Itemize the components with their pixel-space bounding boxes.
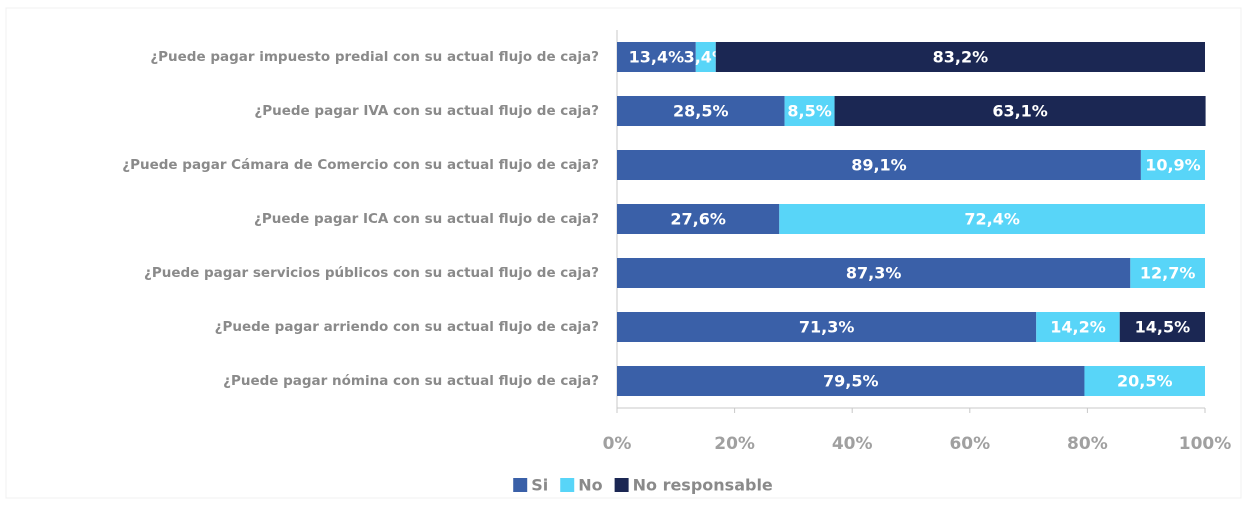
value-label: 20,5% xyxy=(1117,372,1173,391)
legend-label: No xyxy=(578,476,602,495)
bar-segment xyxy=(617,42,696,72)
bar-segment xyxy=(779,204,1205,234)
category-label: ¿Puede pagar arriendo con su actual fluj… xyxy=(215,319,599,335)
bar-segment xyxy=(1036,312,1120,342)
value-label: 71,3% xyxy=(799,318,855,337)
bar-segment xyxy=(617,258,1131,288)
x-tick-label: 40% xyxy=(832,434,873,454)
category-label: ¿Puede pagar impuesto predial con su act… xyxy=(150,49,599,65)
bar-segment xyxy=(617,150,1141,180)
x-tick-label: 60% xyxy=(949,434,990,454)
value-label: 14,2% xyxy=(1050,318,1106,337)
value-label: 10,9% xyxy=(1145,156,1201,175)
category-label: ¿Puede pagar IVA con su actual flujo de … xyxy=(254,103,599,119)
bar-segment xyxy=(1140,150,1205,180)
legend-label: Si xyxy=(531,476,548,495)
value-label: 13,4% xyxy=(629,48,685,67)
value-label: 14,5% xyxy=(1135,318,1191,337)
bar-segment xyxy=(617,366,1085,396)
value-label: 63,1% xyxy=(992,102,1048,121)
x-tick-label: 0% xyxy=(603,434,632,454)
value-label: 89,1% xyxy=(851,156,907,175)
bar-segment xyxy=(834,96,1206,126)
value-label: 87,3% xyxy=(846,264,902,283)
value-label: 28,5% xyxy=(673,102,729,121)
legend-swatch xyxy=(560,478,575,492)
value-label: 83,2% xyxy=(933,48,989,67)
bar-segment xyxy=(1130,258,1205,288)
category-label: ¿Puede pagar servicios públicos con su a… xyxy=(144,265,599,281)
value-label: 27,6% xyxy=(670,210,726,229)
bar-segment xyxy=(695,42,716,72)
legend-swatch xyxy=(513,478,528,492)
bar-segment xyxy=(617,312,1037,342)
bar-segment xyxy=(715,42,1205,72)
category-label: ¿Puede pagar nómina con su actual flujo … xyxy=(223,373,599,389)
bar-segment xyxy=(1084,366,1205,396)
value-label: 79,5% xyxy=(823,372,879,391)
bar-segment xyxy=(617,204,780,234)
category-label: ¿Puede pagar Cámara de Comercio con su a… xyxy=(122,157,599,173)
chart-frame xyxy=(5,7,1242,499)
legend-swatch xyxy=(614,478,629,492)
x-tick-label: 80% xyxy=(1067,434,1108,454)
bar-segment xyxy=(1119,312,1205,342)
legend-label: No responsable xyxy=(633,476,773,495)
x-tick-label: 20% xyxy=(714,434,755,454)
value-label: 72,4% xyxy=(964,210,1020,229)
value-label: 12,7% xyxy=(1140,264,1196,283)
category-label: ¿Puede pagar ICA con su actual flujo de … xyxy=(254,211,599,227)
bar-segment xyxy=(617,96,785,126)
bar-segment xyxy=(784,96,835,126)
x-tick-label: 100% xyxy=(1179,434,1232,454)
value-label: 8,5% xyxy=(787,102,831,121)
